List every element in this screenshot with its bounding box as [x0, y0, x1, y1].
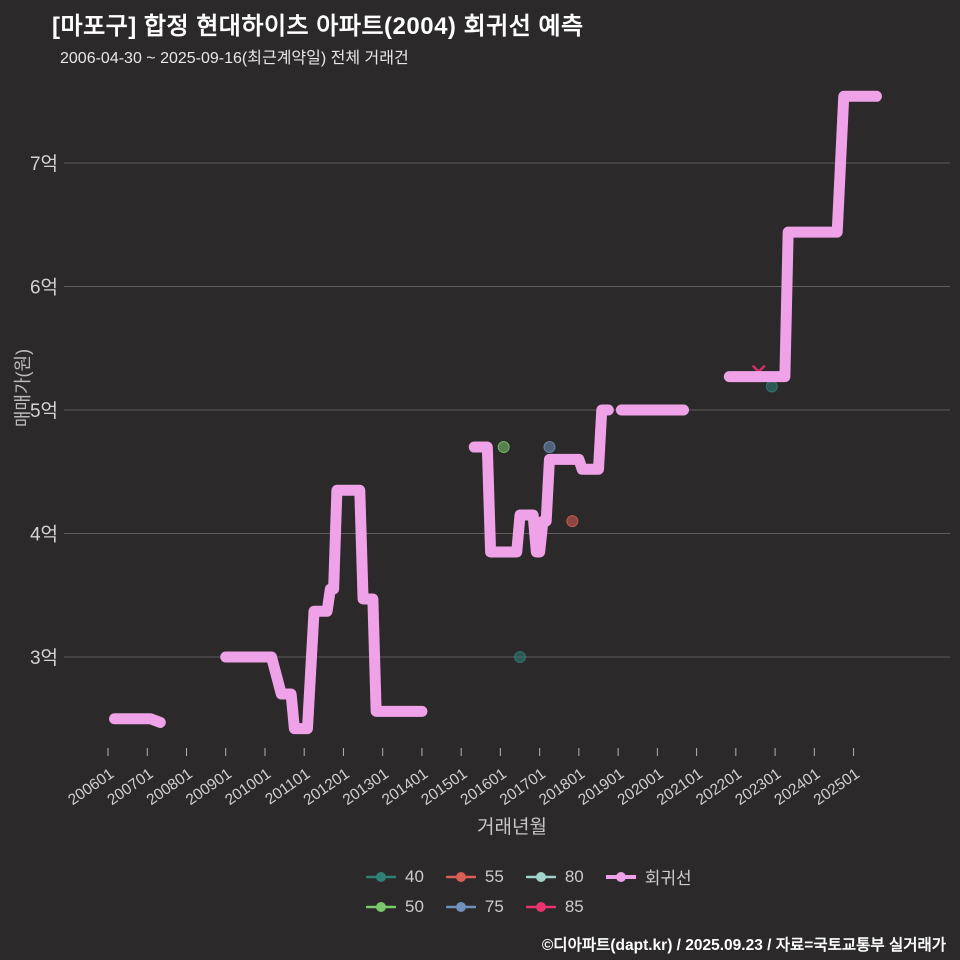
point-75-201704[interactable]	[543, 441, 556, 454]
y-tick-4억: 4억	[30, 524, 58, 546]
point-40-201607[interactable]	[514, 651, 527, 663]
point-40-202212[interactable]	[765, 380, 778, 393]
regression-line-segment-2[interactable]	[220, 484, 428, 735]
legend-item-40[interactable]: 40	[366, 867, 424, 887]
legend-marker-회귀선	[605, 871, 636, 882]
regression-line-segment-3[interactable]	[468, 404, 614, 558]
x-axis-label: 거래년월	[477, 817, 547, 838]
legend-marker-40	[366, 871, 396, 882]
legend-label: 80	[564, 866, 584, 886]
legend-marker-55	[445, 871, 476, 882]
point-55-201711[interactable]	[566, 515, 579, 528]
y-tick-6억: 6억	[30, 277, 58, 299]
legend-item-회귀선[interactable]: 회귀선	[605, 864, 692, 889]
legend-marker-75	[445, 902, 476, 912]
y-tick-3억: 3억	[30, 647, 58, 669]
legend-marker-80	[525, 871, 556, 882]
x-tick-201001: 201001	[222, 765, 274, 809]
legend-marker-50	[366, 902, 396, 912]
chart-subtitle: 2006-04-30 ~ 2025-09-16(최근계약일) 전체 거래건	[60, 50, 409, 67]
legend-label: 50	[405, 897, 424, 916]
legend-item-80[interactable]: 80	[525, 866, 584, 887]
y-tick-5억: 5억	[30, 400, 58, 422]
regression-line-segment-5[interactable]	[723, 90, 882, 383]
legend-label: 75	[484, 897, 504, 916]
legend-row: 50 75 85	[366, 897, 692, 917]
y-tick-7억: 7억	[30, 153, 58, 175]
x-tick-202501: 202501	[811, 765, 863, 809]
y-axis-label: 매매가(원)	[13, 348, 33, 428]
chart-legend: 40 55 80 회귀선 50 75 85	[366, 864, 692, 917]
point-50-201602[interactable]	[497, 441, 510, 454]
legend-label: 55	[484, 866, 504, 886]
legend-item-75[interactable]: 75	[445, 897, 504, 917]
legend-label: 40	[405, 866, 424, 886]
regression-line-segment-1[interactable]	[109, 713, 166, 728]
chart-title: [마포구] 합정 현대하이츠 아파트(2004) 회귀선 예측	[52, 13, 584, 40]
legend-marker-85	[525, 902, 556, 912]
copyright-footer: ©디아파트(dapt.kr) / 2025.09.23 / 자료=국토교통부 실…	[541, 937, 946, 954]
legend-item-50[interactable]: 50	[366, 897, 424, 917]
legend-item-85[interactable]: 85	[525, 897, 584, 917]
legend-label: 85	[564, 897, 584, 916]
legend-label: 회귀선	[644, 869, 692, 888]
legend-row: 40 55 80 회귀선	[366, 864, 692, 889]
legend-item-55[interactable]: 55	[445, 866, 504, 887]
